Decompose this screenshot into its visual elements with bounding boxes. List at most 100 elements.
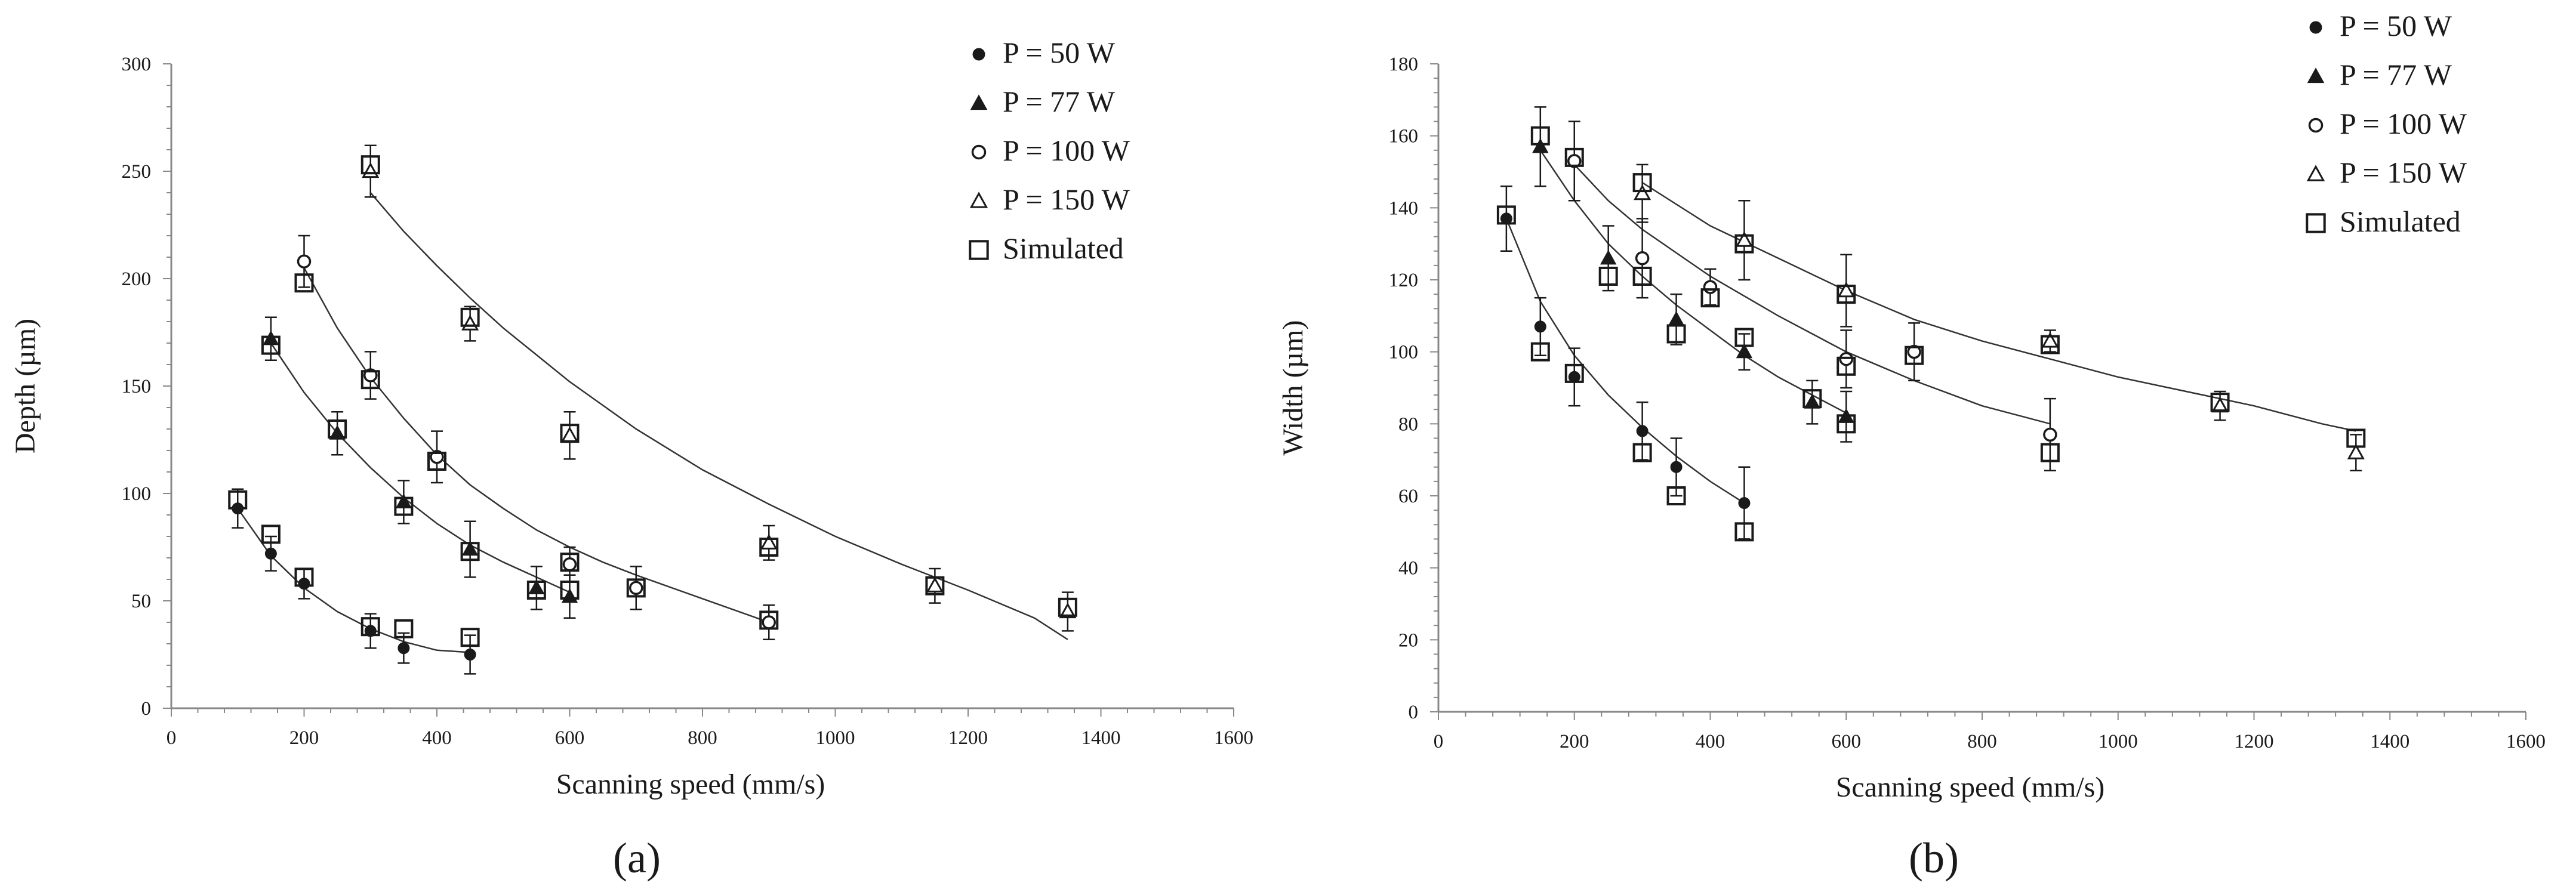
panel-a-point <box>526 581 546 600</box>
panel-a-x-tick-label: 0 <box>167 727 177 749</box>
panel-a-point <box>461 314 479 331</box>
panel-a-x-tick-label: 1000 <box>816 727 855 749</box>
panel-b-y-tick-label: 120 <box>1389 270 1419 291</box>
panel-b-point <box>1905 345 1924 365</box>
panel-b-point <box>1734 234 1754 254</box>
chart-panel-b: 0 200 400 600 800 1000 1200 1400 1600 0 20 40 60 80 10… <box>1277 9 2546 882</box>
panel-a-series-2 <box>263 316 578 619</box>
panel-b-point <box>2040 443 2060 462</box>
panel-a-point <box>297 254 312 268</box>
panel-b-y-tick-label: 40 <box>1398 558 1418 579</box>
panel-a-label: (a) <box>613 834 661 882</box>
panel-b-point <box>1736 343 1753 359</box>
panel-b-legend: P = 50 W P = 77 W P = 100 W P = 150 W Simula… <box>2306 9 2467 238</box>
panel-b-fit-curve-4 <box>1641 182 2356 432</box>
panel-b-y-tick-label: 80 <box>1398 413 1418 435</box>
panel-b-x-tick-label: 400 <box>1696 731 1725 752</box>
panel-a-point <box>925 576 945 595</box>
panel-b-point <box>1837 356 1856 376</box>
panel-a-point <box>759 538 779 557</box>
panel-a-legend-marker <box>969 240 989 260</box>
panel-a-legend-marker <box>970 94 988 110</box>
panel-a-fit-curve-4 <box>369 192 1068 640</box>
panel-b-series-2 <box>1532 106 1854 443</box>
panel-a-fit-curve-1 <box>237 508 470 653</box>
panel-a-series-1 <box>232 488 476 675</box>
panel-a-point <box>1058 597 1077 617</box>
panel-b-y-tick-label: 180 <box>1389 54 1419 75</box>
panel-a-point <box>560 581 580 600</box>
panel-b-point <box>1668 311 1685 326</box>
panel-a-point <box>560 553 580 572</box>
panel-b-point <box>2043 427 2057 442</box>
panel-a-point <box>364 625 377 637</box>
panel-b-point <box>2041 332 2059 348</box>
panel-a-y-tick-label: 150 <box>122 376 152 397</box>
panel-b-x-tick-label: 1000 <box>2099 731 2138 752</box>
panel-b-point <box>1530 342 1550 362</box>
panel-b-legend-marker <box>2306 165 2325 181</box>
panel-a-series-5 <box>228 155 1077 647</box>
panel-a-point <box>460 542 480 561</box>
panel-b-point <box>1666 324 1686 344</box>
panel-b-point <box>1564 363 1584 383</box>
panel-b-legend-label: P = 50 W <box>2340 9 2452 42</box>
panel-b-legend-label: Simulated <box>2340 205 2461 238</box>
panel-b-series-4 <box>1634 163 2365 472</box>
panel-b-point <box>1802 389 1822 409</box>
panel-b-point <box>1837 414 1856 434</box>
panel-a-point <box>528 579 545 594</box>
panel-a-y-tick-label: 100 <box>122 483 152 505</box>
panel-b-x-tick-label: 1400 <box>2370 731 2409 752</box>
panel-a-point <box>560 424 580 443</box>
panel-a-point <box>294 273 314 293</box>
panel-b-y-tick-label: 20 <box>1398 629 1418 651</box>
panel-a-y-tick-label: 200 <box>122 268 152 290</box>
panel-a-point <box>626 578 646 598</box>
panel-b-point <box>1738 497 1751 510</box>
panel-b-point <box>1632 173 1652 193</box>
panel-a-point <box>464 649 476 661</box>
panel-a-point <box>360 370 380 390</box>
panel-a-point <box>762 615 776 629</box>
panel-b-fit-curve-1 <box>1505 218 1745 504</box>
panel-a-point <box>264 547 277 560</box>
panel-a-point <box>461 541 479 556</box>
panel-a-legend-marker <box>972 48 985 61</box>
panel-a-point <box>460 307 480 327</box>
panel-b-y-axis-title: Width (µm) <box>1277 320 1309 455</box>
panel-a-point <box>1059 602 1077 619</box>
panel-b-point <box>1532 138 1549 153</box>
panel-b-fit-curve-2 <box>1539 150 1847 414</box>
panel-a-point <box>394 619 414 638</box>
panel-b-y-tick-label: 60 <box>1398 486 1418 507</box>
panel-b-x-tick-label: 1600 <box>2506 731 2546 752</box>
panel-a-x-tick-label: 1400 <box>1081 727 1121 749</box>
panel-b-point <box>1734 328 1754 347</box>
panel-b-x-axis-title: Scanning speed (mm/s) <box>1836 771 2105 803</box>
panel-a-point <box>360 155 380 175</box>
panel-a-fit-curve-2 <box>270 342 571 593</box>
panel-b-x-tick-label: 200 <box>1560 731 1589 752</box>
panel-a-point <box>328 419 347 439</box>
panel-b-y-tick-label: 160 <box>1389 126 1419 147</box>
panel-b-legend-marker <box>2307 67 2325 84</box>
panel-b-point <box>1534 320 1546 333</box>
panel-a-point <box>561 588 578 603</box>
panel-a-legend-label: P = 100 W <box>1003 134 1130 167</box>
panel-a-point <box>228 490 248 510</box>
panel-a-point <box>261 335 281 355</box>
panel-b-plot-layer: 0 200 400 600 800 1000 1200 1400 1600 0 20 40 60 80 10… <box>1389 9 2546 752</box>
panel-a-legend-label: P = 77 W <box>1003 85 1116 118</box>
panel-b-x-tick-label: 800 <box>1967 731 1997 752</box>
panel-a-point <box>629 581 643 595</box>
panel-b-x-tick-label: 1200 <box>2235 731 2274 752</box>
panel-b-point <box>1564 147 1584 167</box>
panel-b-legend-marker <box>2308 118 2324 133</box>
panel-a-point <box>460 628 480 647</box>
panel-b-x-tick-label: 600 <box>1832 731 1862 752</box>
panel-b-point <box>1837 285 1856 304</box>
panel-a-x-tick-label: 1200 <box>948 727 988 749</box>
panel-b-point <box>2210 393 2230 412</box>
panel-a-y-tick-label: 250 <box>122 161 152 183</box>
